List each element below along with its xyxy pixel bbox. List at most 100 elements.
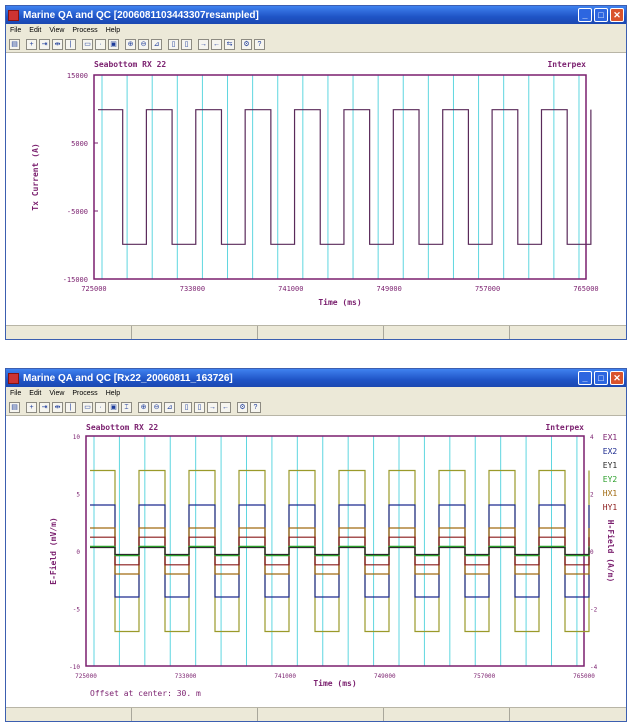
plot-frame (85, 435, 585, 667)
title-bar[interactable]: Marine QA and QC [Rx22_20060811_163726] … (6, 369, 626, 387)
help-icon[interactable]: ? (250, 401, 261, 413)
menu-process[interactable]: Process (72, 26, 98, 34)
y2-tick-label: 0 (590, 549, 594, 556)
menu-bar: File Edit View Process Help (6, 24, 626, 36)
settings-icon[interactable]: ⚙ (237, 401, 248, 413)
menu-edit[interactable]: Edit (29, 26, 42, 34)
arrow-left-icon[interactable]: ← (211, 38, 222, 50)
x-tick-label: 765000 (573, 673, 595, 680)
cursor-icon[interactable]: ⇥ (39, 401, 50, 413)
x-tick-label: 725000 (75, 673, 97, 680)
print-icon[interactable]: ▤ (9, 401, 20, 413)
arrow-right-icon[interactable]: → (207, 401, 218, 413)
y-axis-label-right: H-Field (A/m) (606, 520, 616, 583)
y2-tick-label: 2 (590, 492, 594, 499)
arrow-left-icon[interactable]: ← (220, 401, 231, 413)
zoom-out-icon[interactable]: ⊖ (151, 401, 162, 413)
y-tick-label: 10 (73, 434, 81, 441)
crosshair-icon[interactable]: + (26, 38, 37, 50)
menu-edit[interactable]: Edit (29, 389, 42, 397)
page2-icon[interactable]: ▯ (181, 38, 192, 50)
pan-icon[interactable]: ⊿ (164, 401, 175, 413)
window-bottom: Marine QA and QC [Rx22_20060811_163726] … (5, 368, 627, 722)
close-button[interactable]: ✕ (610, 371, 624, 385)
window-icon[interactable]: ▣ (108, 401, 119, 413)
x-tick-label: 757000 (474, 673, 496, 680)
y-tick-label: -5 (73, 607, 81, 614)
series-line-ey1 (90, 546, 590, 556)
y-axis-label-left: E-Field (mV/m) (48, 517, 58, 584)
menu-process[interactable]: Process (72, 389, 98, 397)
menu-view[interactable]: View (49, 26, 65, 34)
pan-icon[interactable]: ⊿ (151, 38, 162, 50)
maximize-button[interactable]: □ (594, 371, 608, 385)
status-bar (6, 707, 626, 721)
rect-icon[interactable]: ▭ (82, 401, 93, 413)
menu-file[interactable]: File (10, 389, 22, 397)
help-icon[interactable]: ? (254, 38, 265, 50)
offset-text: Offset at center: 30. m (90, 689, 201, 698)
toolbar: ▤ + ⇥ ⇹ | ▭ · ▣ ⊕ ⊖ ⊿ ▯ ▯ → ← ⇆ ⚙ ? (6, 36, 626, 53)
legend-item: HX1 (603, 489, 618, 498)
menu-help[interactable]: Help (105, 389, 121, 397)
arrow-both-icon[interactable]: ⇆ (224, 38, 235, 50)
chart-header-right: Interpex (547, 60, 586, 69)
chart-header-left: Seabottom RX 22 (94, 60, 166, 69)
plot-frame (93, 74, 587, 280)
x-tick-label: 725000 (81, 285, 106, 293)
print-icon[interactable]: ▤ (9, 38, 20, 50)
y2-tick-label: -4 (590, 664, 598, 671)
y-tick-label: 0 (76, 549, 80, 556)
zoom-out-icon[interactable]: ⊖ (138, 38, 149, 50)
cursor-icon[interactable]: ⇥ (39, 38, 50, 50)
y-tick-label: -10 (69, 664, 80, 671)
x-tick-label: 733000 (180, 285, 205, 293)
crosshair-icon[interactable]: + (26, 401, 37, 413)
x-axis-label: Time (ms) (313, 678, 356, 688)
plot-area: Seabottom RX 22 Interpex 15000 5000 -5000 -15… (6, 53, 626, 325)
page2-icon[interactable]: ▯ (194, 401, 205, 413)
point-icon[interactable]: · (95, 401, 106, 413)
y-tick-label: 5000 (71, 140, 88, 148)
x-tick-label: 749000 (374, 673, 396, 680)
chart-header-right: Interpex (545, 423, 584, 432)
y-tick-label: -15000 (63, 276, 88, 284)
mark-icon[interactable]: ⇹ (52, 38, 63, 50)
tx-current-chart: Seabottom RX 22 Interpex 15000 5000 -5000 -15… (31, 60, 599, 307)
y2-tick-label: -2 (590, 607, 598, 614)
rect-icon[interactable]: ▭ (82, 38, 93, 50)
arrow-right-icon[interactable]: → (198, 38, 209, 50)
page-icon[interactable]: ▯ (181, 401, 192, 413)
line-icon[interactable]: | (65, 38, 76, 50)
settings-icon[interactable]: ⚙ (241, 38, 252, 50)
y-axis-label: Tx Current (A) (31, 143, 40, 210)
legend-item: EX2 (603, 447, 618, 456)
y-tick-label: -5000 (67, 208, 88, 216)
menu-file[interactable]: File (10, 26, 22, 34)
page-icon[interactable]: ▯ (168, 38, 179, 50)
title-bar[interactable]: Marine QA and QC [2006081103443307resamp… (6, 6, 626, 24)
plot-area: Seabottom RX 22 Interpex 10 5 0 -5 -10 4 2 0 -2 -4 7… (6, 416, 626, 706)
y-tick-label: 5 (76, 492, 80, 499)
app-icon (8, 372, 19, 384)
line-icon[interactable]: | (65, 401, 76, 413)
mark-icon[interactable]: ⇹ (52, 401, 63, 413)
x-tick-label: 733000 (175, 673, 197, 680)
close-button[interactable]: ✕ (610, 8, 624, 22)
x-tick-label: 765000 (573, 285, 598, 293)
menu-bar: File Edit View Process Help (6, 387, 626, 399)
point-icon[interactable]: · (95, 38, 106, 50)
window-icon[interactable]: ▣ (108, 38, 119, 50)
zoom-in-icon[interactable]: ⊕ (125, 38, 136, 50)
field-chart: Seabottom RX 22 Interpex 10 5 0 -5 -10 4 2 0 -2 -4 7… (48, 423, 618, 698)
menu-view[interactable]: View (49, 389, 65, 397)
maximize-button[interactable]: □ (594, 8, 608, 22)
scale-icon[interactable]: ⌶ (121, 401, 132, 413)
minimize-button[interactable]: _ (578, 371, 592, 385)
menu-help[interactable]: Help (105, 26, 121, 34)
zoom-in-icon[interactable]: ⊕ (138, 401, 149, 413)
y2-tick-label: 4 (590, 434, 594, 441)
x-tick-label: 749000 (377, 285, 402, 293)
minimize-button[interactable]: _ (578, 8, 592, 22)
window-title: Marine QA and QC [2006081103443307resamp… (23, 9, 259, 21)
